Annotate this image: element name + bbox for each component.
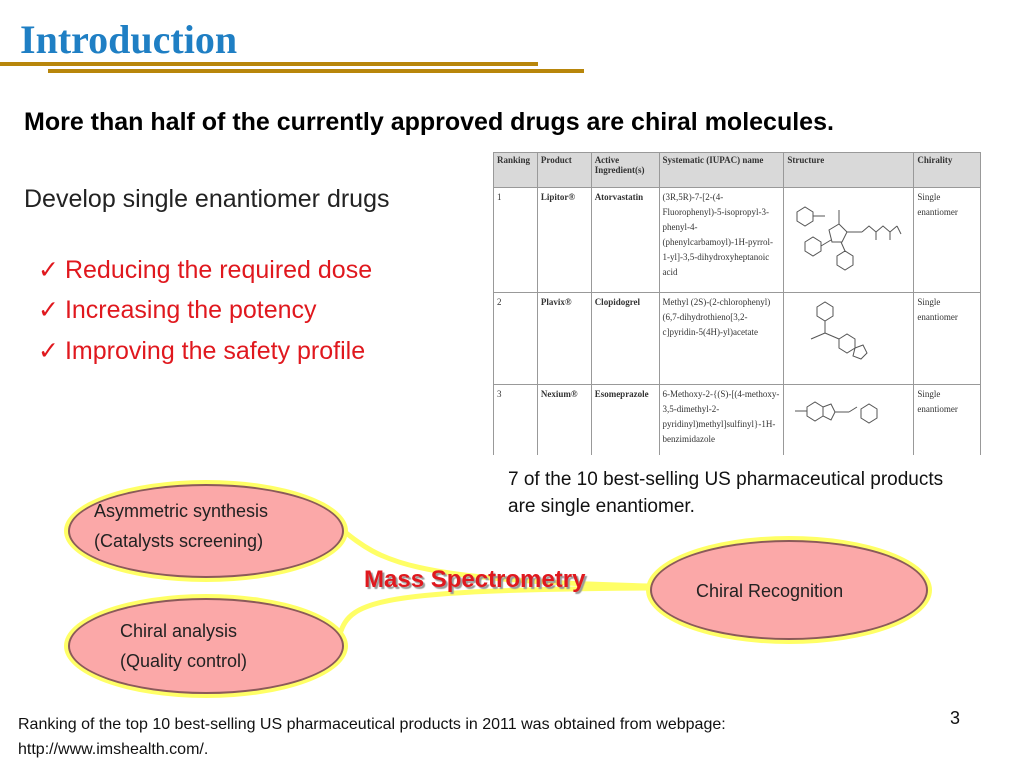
node-label: (Quality control) <box>120 651 248 671</box>
chirality-cell: Single enantiomer <box>913 187 981 293</box>
drug-table-container: Ranking Product Active Ingredient(s) Sys… <box>493 152 981 455</box>
node-label: Chiral analysis <box>120 621 238 641</box>
iupac-cell: Methyl (2S)-(2-chlorophenyl)(6,7-dihydro… <box>658 292 785 385</box>
benefit-item: ✓ Reducing the required dose <box>38 255 372 285</box>
table-header-row: Ranking Product Active Ingredient(s) Sys… <box>493 152 981 188</box>
benefit-text: Reducing the required dose <box>64 256 373 284</box>
product-cell: Plavix® <box>536 292 592 385</box>
structure-cell <box>783 292 915 385</box>
title-underline-offset <box>48 69 584 73</box>
connector-analysis <box>337 585 651 635</box>
drug-table: Ranking Product Active Ingredient(s) Sys… <box>493 152 981 455</box>
node-asymmetric-synthesis: Asymmetric synthesis (Catalysts screenin… <box>68 484 344 578</box>
node-label: Chiral Recognition <box>696 581 844 601</box>
chirality-cell: Single enantiomer <box>913 292 981 385</box>
node-chiral-recognition: Chiral Recognition <box>650 540 928 640</box>
connector-synthesis <box>338 526 651 589</box>
benefit-item: ✓ Improving the safety profile <box>38 336 365 366</box>
benefit-text: Increasing the potency <box>64 296 317 324</box>
table-row: 2 Plavix® Clopidogrel Methyl (2S)-(2-chl… <box>493 292 981 385</box>
check-icon: ✓ <box>38 296 59 324</box>
iupac-cell: (3R,5R)-7-[2-(4-Fluorophenyl)-5-isopropy… <box>658 187 785 293</box>
benefit-item: ✓ Increasing the potency <box>38 295 317 325</box>
column-header: Active Ingredient(s) <box>590 152 660 188</box>
check-icon: ✓ <box>38 256 59 284</box>
node-label: (Catalysts screening) <box>94 531 264 551</box>
title-underline <box>0 62 538 66</box>
page-number: 3 <box>950 708 961 728</box>
structure-cell <box>783 187 915 293</box>
ingredient-cell: Esomeprazole <box>590 384 660 455</box>
iupac-cell: 6-Methoxy-2-{(S)-[(4-methoxy-3,5-dimethy… <box>658 384 785 455</box>
esomeprazole-structure-image <box>795 401 878 424</box>
footnote: Ranking of the top 10 best-selling US ph… <box>18 716 726 758</box>
column-header: Ranking <box>493 152 538 188</box>
ranking-cell: 1 <box>493 187 538 293</box>
ingredient-cell: Atorvastatin <box>590 187 660 293</box>
check-icon: ✓ <box>38 337 59 365</box>
chirality-cell: Single enantiomer <box>913 384 981 455</box>
benefit-text: Improving the safety profile <box>64 337 366 365</box>
atorvastatin-structure-image <box>796 206 902 271</box>
mass-spectrometry-label: Mass Spectrometry <box>364 566 586 593</box>
ranking-cell: 3 <box>493 384 538 455</box>
clopidogrel-structure-image <box>811 301 869 360</box>
structure-cell <box>783 384 915 455</box>
headline: More than half of the currently approved… <box>24 108 834 136</box>
column-header: Chirality <box>913 152 981 188</box>
ranking-cell: 2 <box>493 292 538 385</box>
table-row: 1 Lipitor® Atorvastatin (3R,5R)-7-[2-(4-… <box>493 187 981 293</box>
product-cell: Lipitor® <box>536 187 592 293</box>
product-cell: Nexium® <box>536 384 592 455</box>
node-chiral-analysis: Chiral analysis (Quality control) <box>68 598 344 694</box>
column-header: Structure <box>783 152 915 188</box>
subheading: Develop single enantiomer drugs <box>24 185 390 213</box>
column-header: Product <box>536 152 592 188</box>
table-row: 3 Nexium® Esomeprazole 6-Methoxy-2-{(S)-… <box>493 384 981 455</box>
table-caption: 7 of the 10 best-selling US pharmaceutic… <box>508 469 944 517</box>
node-label: Asymmetric synthesis <box>94 501 269 521</box>
slide-title: Introduction <box>20 17 238 62</box>
